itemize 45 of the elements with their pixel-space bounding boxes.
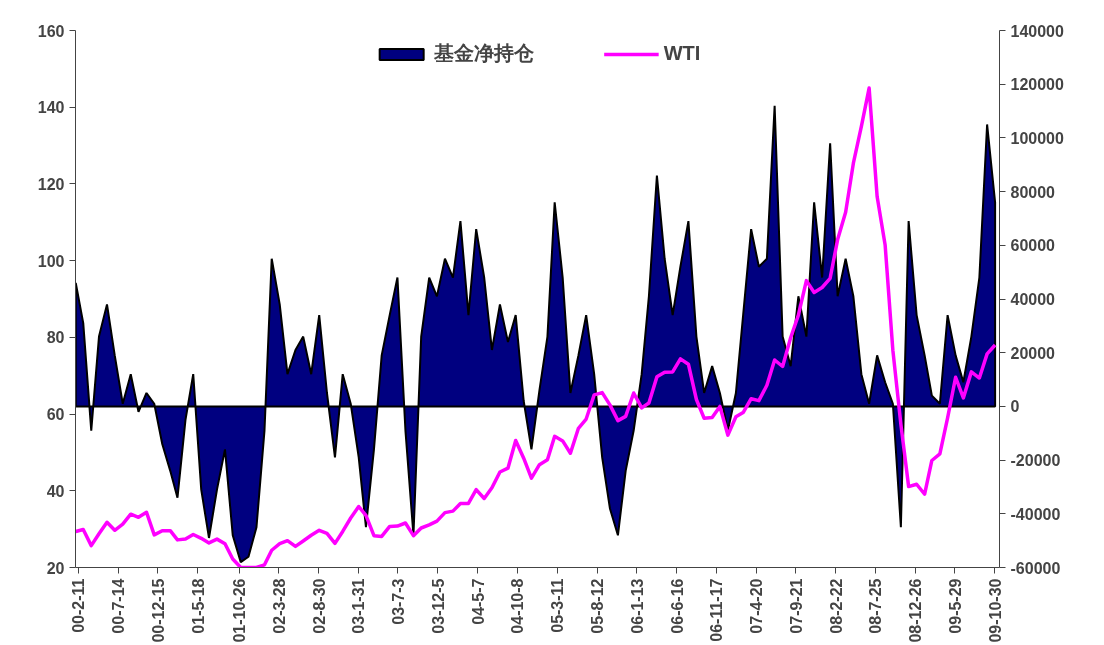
x-tick-label: 08-7-25 [867, 578, 885, 634]
y2-tick-label: 60000 [1010, 237, 1056, 255]
x-tick-label: 01-5-18 [189, 578, 207, 634]
y-tick-label: 160 [37, 22, 65, 40]
x-tick-label: 05-3-11 [549, 578, 567, 633]
y2-tick-label: -20000 [1010, 452, 1061, 470]
y-tick-label: 120 [37, 175, 65, 193]
legend-label: 基金净持仓 [433, 41, 534, 66]
y-tick-label: 60 [46, 406, 65, 424]
y2-tick-label: 140000 [1010, 22, 1064, 40]
x-tick-label: 04-10-8 [509, 578, 527, 634]
y2-tick-label: 0 [1010, 398, 1020, 416]
x-tick-label: 09-10-30 [986, 578, 1004, 643]
x-tick-label: 06-1-13 [628, 578, 646, 634]
legend-label: WTI [663, 42, 701, 65]
y2-tick-label: 120000 [1010, 76, 1064, 94]
y2-tick-label: 80000 [1010, 183, 1056, 201]
x-tick-label: 07-4-20 [748, 578, 766, 634]
x-tick-label: 02-3-28 [270, 578, 288, 634]
x-tick-label: 08-12-26 [907, 578, 925, 643]
x-tick-label: 05-8-12 [589, 578, 607, 634]
y2-tick-label: -40000 [1010, 505, 1061, 523]
x-tick-label: 00-12-15 [149, 578, 167, 643]
x-tick-label: 03-12-5 [429, 578, 447, 634]
y-tick-label: 80 [46, 329, 65, 347]
y2-tick-label: 20000 [1010, 344, 1056, 362]
x-tick-label: 03-1-31 [350, 578, 368, 634]
x-tick-label: 06-11-17 [708, 578, 726, 642]
x-tick-label: 06-6-16 [668, 578, 686, 634]
x-tick-label: 03-7-3 [389, 578, 407, 625]
x-tick-label: 09-5-29 [946, 578, 964, 634]
y2-tick-label: -60000 [1010, 559, 1061, 577]
x-tick-label: 00-2-11 [70, 578, 88, 633]
y-tick-label: 100 [37, 252, 65, 270]
y-tick-label: 40 [46, 482, 65, 500]
y2-tick-label: 100000 [1010, 129, 1064, 147]
x-tick-label: 00-7-14 [110, 578, 128, 634]
x-tick-label: 02-8-30 [310, 578, 328, 634]
x-tick-label: 04-5-7 [469, 578, 487, 625]
x-tick-label: 07-9-21 [787, 578, 805, 634]
x-tick-label: 08-2-22 [827, 578, 845, 634]
y-tick-label: 140 [37, 99, 65, 117]
y2-tick-label: 40000 [1010, 291, 1056, 308]
x-tick-label: 01-10-26 [231, 578, 249, 643]
y-tick-label: 20 [46, 559, 65, 577]
